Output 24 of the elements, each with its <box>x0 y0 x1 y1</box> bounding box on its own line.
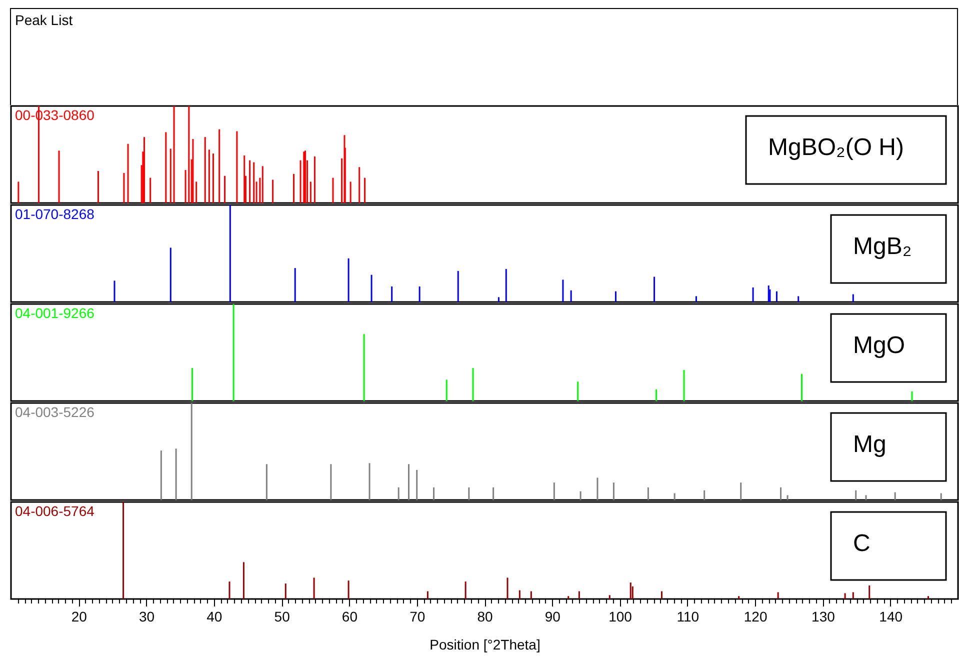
x-axis-title: Position [°2Theta] <box>430 636 540 652</box>
x-tick-label: 60 <box>342 608 358 624</box>
annotation: MgO <box>853 332 906 358</box>
x-tick-label: 50 <box>274 608 290 624</box>
annotation: C <box>853 530 870 556</box>
chart-title: 04-003-5226 <box>15 404 95 420</box>
x-tick-label: 40 <box>206 608 222 624</box>
x-tick-label: 20 <box>71 608 88 624</box>
x-tick-label: 120 <box>744 608 768 624</box>
x-tick-label: 80 <box>477 608 493 624</box>
x-tick-label: 70 <box>410 608 426 624</box>
annotation: MgB₂ <box>853 232 912 260</box>
x-tick-label: 100 <box>608 608 632 624</box>
text: Peak List <box>15 12 73 28</box>
x-tick-label: 130 <box>812 608 836 624</box>
chart-title: 04-001-9266 <box>15 304 95 320</box>
x-tick-label: 30 <box>138 608 155 624</box>
chart-title: 01-070-8268 <box>15 206 95 222</box>
annotation: Mg <box>853 430 886 458</box>
x-tick-label: 110 <box>676 608 700 624</box>
chart-title: 04-006-5764 <box>15 502 95 518</box>
annotation: MgBO₂(O H) <box>768 134 904 160</box>
x-tick-label: 90 <box>544 608 561 624</box>
x-tick-label: 140 <box>879 608 903 624</box>
